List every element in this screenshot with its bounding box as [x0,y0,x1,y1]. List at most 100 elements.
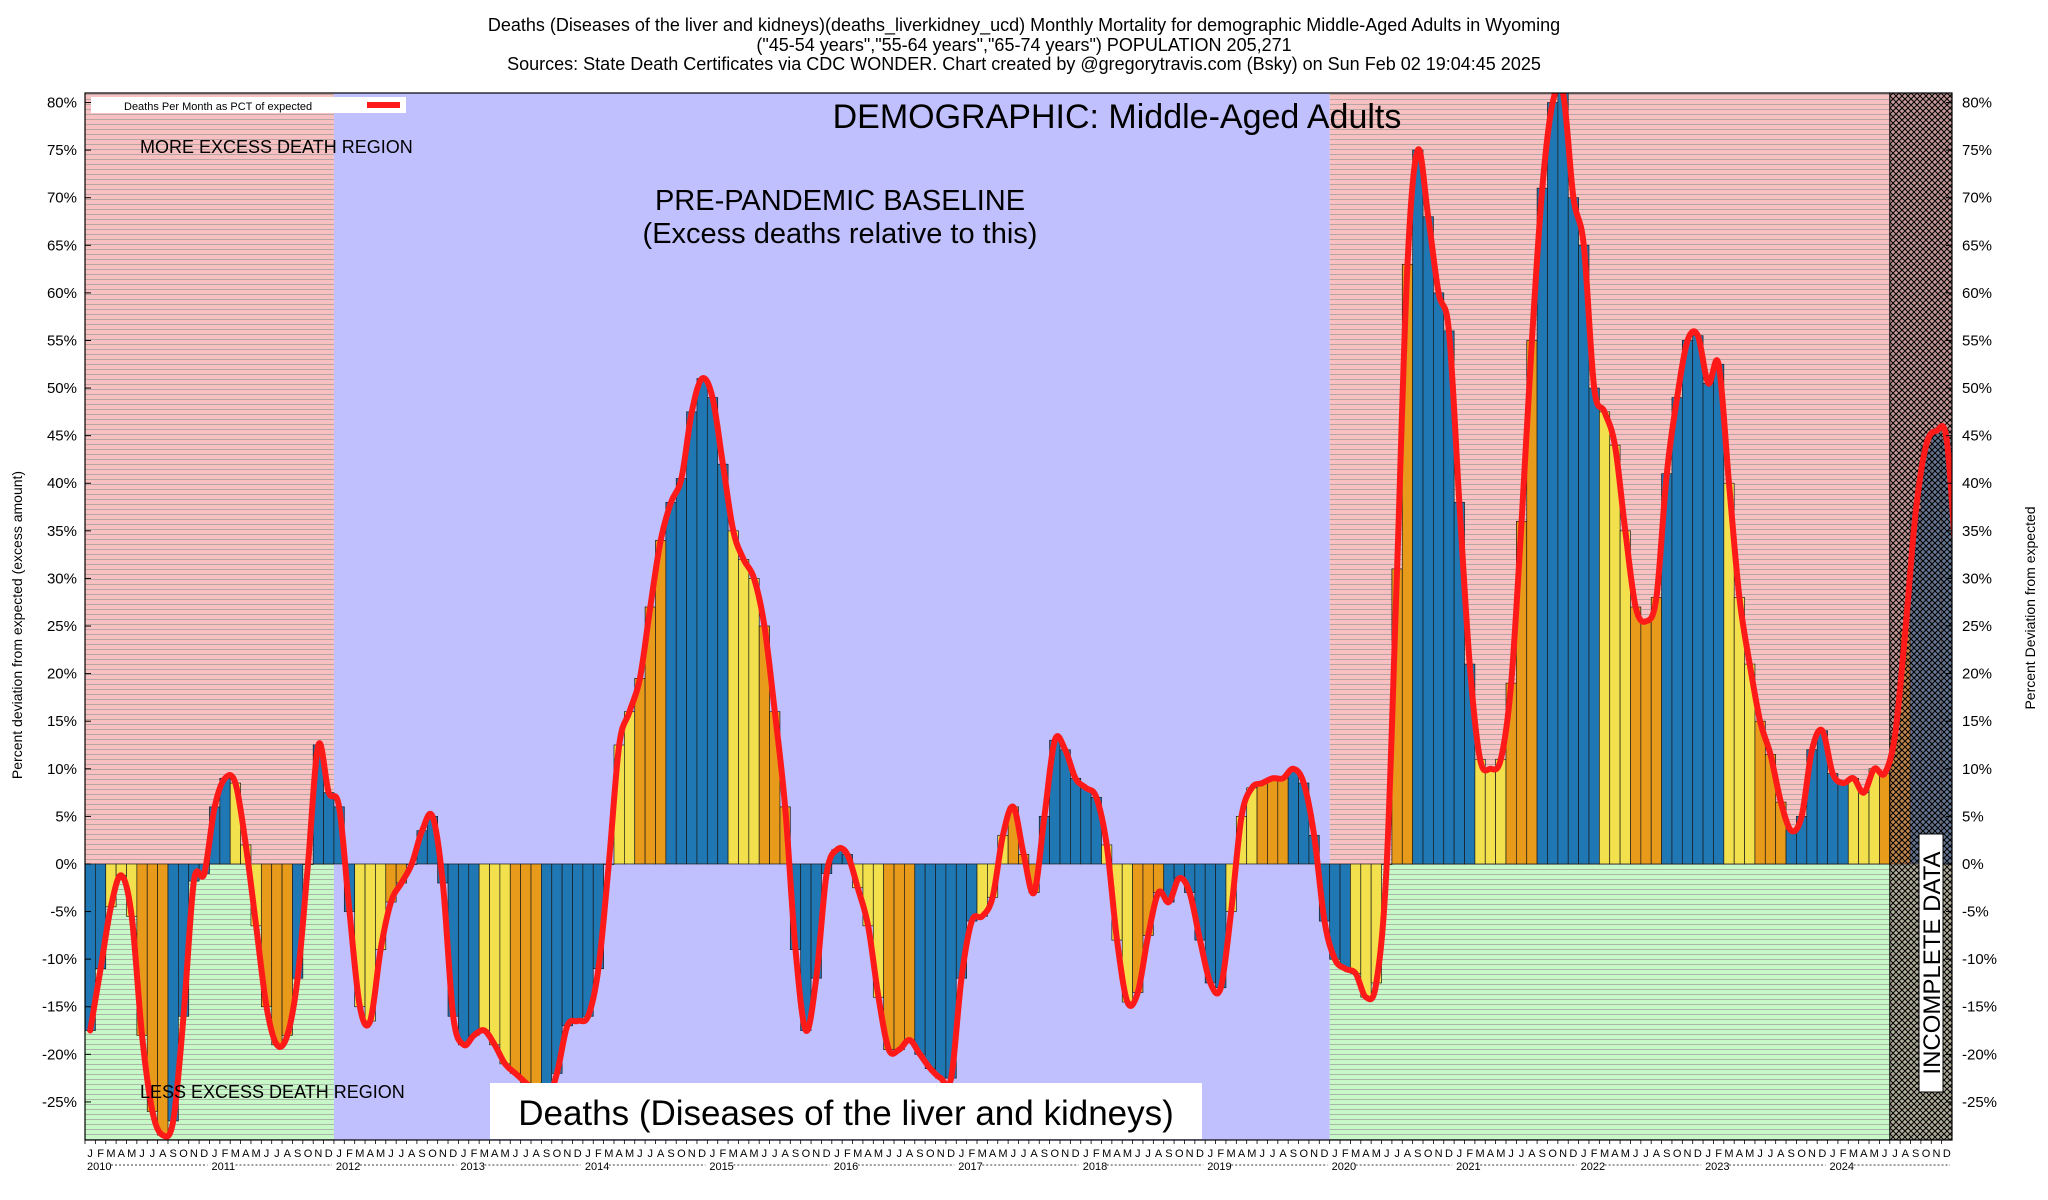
xtick-month-150: J [1643,1148,1649,1160]
xtick-month-174: J [1892,1148,1898,1160]
xtick-month-75: A [864,1148,872,1160]
bar-143 [1567,197,1579,865]
xtick-month-147: A [1611,1148,1619,1160]
xtick-month-58: N [688,1148,696,1160]
xtick-month-78: J [896,1148,902,1160]
deviation-line [87,93,1952,1140]
xtick-month-165: O [1797,1148,1806,1160]
xtick-month-4: M [127,1148,136,1160]
xtick-month-66: J [772,1148,778,1160]
xtick-month-164: S [1788,1148,1795,1160]
xtick-month-21: O [304,1148,313,1160]
less-region-lines-1 [1329,863,1952,1140]
xtick-month-59: D [698,1148,706,1160]
year-label-2019: 2019 [1207,1161,1231,1173]
xtick-month-127: A [1404,1148,1412,1160]
ytick-label-right-19: -15% [1962,999,1997,1016]
bar-140 [1536,187,1548,865]
xtick-month-121: F [1342,1148,1349,1160]
xtick-month-83: D [947,1148,955,1160]
xtick-month-103: A [1155,1148,1163,1160]
xtick-month-136: M [1496,1148,1505,1160]
chart-title-line-1: Deaths (Diseases of the liver and kidney… [487,15,1561,35]
bar-170 [1847,777,1860,865]
ytick-label-right-14: 10% [1962,761,1992,778]
xtick-month-42: J [523,1148,529,1160]
x-axis-label: Deaths (Diseases of the liver and kidney… [518,1094,1174,1133]
xtick-month-36: J [461,1148,467,1160]
bar-46 [561,863,573,1027]
xtick-month-100: M [1123,1148,1132,1160]
ytick-label-right-9: 35% [1962,523,1992,540]
ytick-label-right-10: 30% [1962,570,1992,587]
bar-85 [966,863,978,922]
bar-180 [1951,578,1952,865]
ytick-label-right-6: 50% [1962,380,1992,397]
ytick-label-right-21: -25% [1962,1094,1997,1111]
incomplete-label-box [1918,833,1944,1093]
xtick-month-159: A [1736,1148,1744,1160]
xtick-month-26: M [355,1148,364,1160]
ytick-label-right-1: 75% [1962,142,1992,159]
xtick-month-80: S [916,1148,923,1160]
bar-53 [634,678,646,865]
year-label-2010: 2010 [87,1161,111,1173]
xtick-month-125: J [1384,1148,1390,1160]
xtick-month-117: O [1299,1148,1308,1160]
bar-142 [1557,93,1569,865]
baseline-subtitle: (Excess deaths relative to this) [643,218,1038,250]
bar-80 [914,863,926,1055]
xtick-month-56: S [667,1148,674,1160]
bar-150 [1640,620,1652,865]
ytick-label-left-21: -25% [42,1094,77,1111]
ytick-label-right-7: 45% [1962,428,1992,445]
xtick-month-145: F [1591,1148,1598,1160]
bar-129 [1422,216,1434,865]
bar-147 [1609,444,1621,865]
xtick-month-134: M [1475,1148,1484,1160]
xtick-month-116: S [1290,1148,1297,1160]
excess-region-lines-0 [85,93,334,864]
bar-61 [717,463,729,865]
xtick-month-176: S [1912,1148,1919,1160]
xtick-month-62: M [729,1148,738,1160]
xtick-month-88: M [998,1148,1007,1160]
xtick-month-170: M [1849,1148,1858,1160]
bar-44 [541,863,553,1103]
xtick-month-74: M [853,1148,862,1160]
ytick-label-left-3: 65% [47,237,77,254]
bar-156 [1702,382,1714,865]
xtick-month-13: F [222,1148,229,1160]
xtick-month-119: D [1321,1148,1329,1160]
xtick-month-55: A [657,1148,665,1160]
xtick-month-107: D [1196,1148,1204,1160]
ytick-label-left-11: 25% [47,618,77,635]
ytick-label-left-6: 50% [47,380,77,397]
xtick-month-17: J [264,1148,270,1160]
xtick-month-172: M [1870,1148,1879,1160]
bar-130 [1433,292,1445,865]
bar-37 [468,863,480,1036]
xtick-month-171: A [1860,1148,1868,1160]
xtick-month-49: F [595,1148,602,1160]
xtick-month-123: A [1362,1148,1370,1160]
xtick-month-48: J [585,1148,591,1160]
xtick-month-153: O [1673,1148,1682,1160]
xtick-month-0: J [87,1148,93,1160]
xtick-month-5: J [139,1148,145,1160]
bar-145 [1588,387,1600,865]
bar-157 [1713,363,1725,865]
xtick-month-156: J [1706,1148,1712,1160]
bar-62 [727,530,739,865]
xtick-month-35: D [449,1148,457,1160]
xtick-month-9: O [179,1148,188,1160]
year-label-2020: 2020 [1332,1161,1356,1173]
xtick-month-137: J [1508,1148,1514,1160]
bar-168 [1827,773,1839,865]
xtick-month-15: A [242,1148,250,1160]
xtick-month-52: M [625,1148,634,1160]
ytick-label-left-4: 60% [47,285,77,302]
xtick-month-173: J [1882,1148,1888,1160]
xtick-month-175: A [1902,1148,1910,1160]
